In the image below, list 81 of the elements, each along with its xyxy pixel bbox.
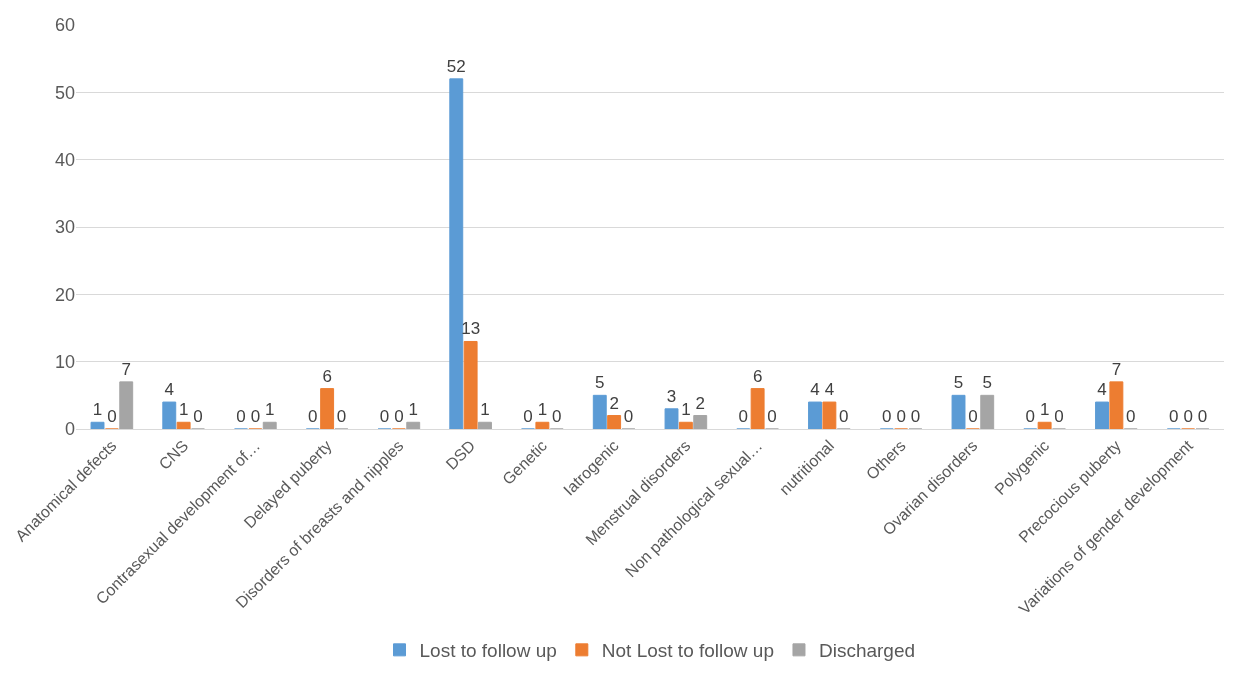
bar — [1095, 401, 1109, 429]
bar — [449, 78, 464, 429]
data-label: 1 — [1039, 400, 1050, 420]
y-tick-label: 40 — [54, 149, 75, 170]
data-label: 0 — [1054, 407, 1064, 426]
legend-label: Lost to follow up — [419, 640, 557, 662]
bar — [262, 421, 277, 429]
data-label: 0 — [308, 407, 318, 426]
bar — [478, 421, 492, 429]
data-label: 0 — [968, 407, 978, 426]
y-tick-label: 50 — [54, 82, 75, 103]
bar — [980, 394, 995, 429]
data-label: 0 — [236, 407, 246, 426]
data-label: 4 — [164, 380, 175, 400]
data-label: 0 — [551, 407, 562, 426]
data-label: 0 — [1125, 407, 1136, 426]
bar — [592, 394, 607, 429]
data-label: 0 — [1025, 407, 1036, 426]
bar — [678, 421, 693, 429]
data-label: 52 — [446, 56, 466, 76]
data-label: 5 — [982, 373, 992, 393]
data-label: 0 — [394, 407, 404, 426]
data-label: 7 — [1111, 359, 1122, 379]
y-tick-label: 30 — [54, 217, 75, 238]
data-label: 1 — [537, 400, 548, 420]
bar — [664, 408, 679, 429]
data-label: 0 — [1169, 407, 1179, 426]
y-tick-label: 0 — [64, 419, 75, 440]
data-label: 2 — [695, 393, 705, 413]
data-label: 0 — [882, 407, 892, 426]
bar — [535, 421, 550, 429]
legend-label: Discharged — [818, 640, 916, 662]
bar — [90, 421, 105, 429]
y-tick-label: 20 — [54, 284, 75, 305]
bar — [808, 401, 822, 429]
bar — [463, 340, 478, 429]
data-label: 0 — [1183, 407, 1193, 426]
data-label: 0 — [838, 407, 849, 426]
data-label: 2 — [609, 393, 619, 413]
data-label: 0 — [738, 407, 749, 426]
bar — [822, 401, 837, 429]
data-label: 4 — [824, 380, 835, 400]
bar — [119, 381, 134, 429]
data-label: 0 — [1197, 407, 1208, 426]
bar — [951, 394, 966, 429]
data-label: 5 — [595, 373, 605, 393]
data-label: 1 — [178, 400, 189, 420]
data-label: 0 — [193, 407, 203, 426]
bar — [607, 415, 622, 429]
bar — [750, 388, 765, 429]
data-label: 0 — [379, 407, 390, 426]
bar — [406, 421, 421, 429]
bar — [162, 401, 177, 429]
data-label: 4 — [810, 380, 820, 400]
bar — [320, 388, 335, 429]
bar — [1037, 421, 1052, 429]
data-label: 0 — [107, 407, 117, 426]
y-tick-label: 10 — [54, 351, 75, 372]
legend-label: Not Lost to follow up — [601, 640, 774, 662]
data-label: 6 — [752, 366, 763, 386]
data-label: 6 — [322, 366, 332, 386]
data-label: 3 — [666, 386, 677, 406]
data-label: 0 — [896, 407, 906, 426]
data-label: 0 — [336, 407, 347, 426]
data-label: 4 — [1097, 380, 1107, 400]
data-label: 1 — [264, 400, 275, 420]
y-tick-label: 60 — [54, 15, 75, 36]
bar — [1109, 381, 1124, 429]
data-label: 0 — [523, 407, 533, 426]
data-label: 1 — [681, 400, 691, 420]
bar — [176, 421, 191, 429]
data-label: 0 — [623, 407, 634, 426]
data-label: 1 — [92, 400, 103, 420]
data-label: 7 — [121, 359, 131, 379]
data-label: 5 — [953, 373, 964, 393]
data-label: 0 — [910, 407, 921, 426]
data-label: 1 — [408, 400, 418, 420]
data-label: 0 — [767, 407, 777, 426]
bar — [693, 415, 708, 429]
data-label: 0 — [250, 407, 261, 426]
data-label: 1 — [480, 400, 490, 420]
